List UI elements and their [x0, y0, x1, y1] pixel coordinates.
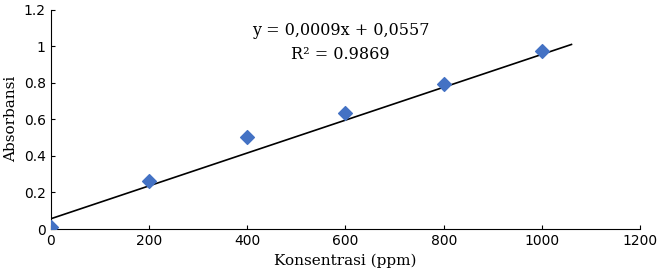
Text: R² = 0.9869: R² = 0.9869: [291, 46, 390, 63]
Y-axis label: Absorbansi: Absorbansi: [4, 76, 18, 162]
X-axis label: Konsentrasi (ppm): Konsentrasi (ppm): [274, 254, 416, 268]
Point: [144, 178, 154, 183]
Point: [242, 135, 252, 139]
Point: [340, 111, 351, 115]
Point: [537, 49, 547, 53]
Text: y = 0,0009x + 0,0557: y = 0,0009x + 0,0557: [252, 23, 429, 39]
Point: [438, 82, 449, 86]
Point: [45, 225, 56, 229]
